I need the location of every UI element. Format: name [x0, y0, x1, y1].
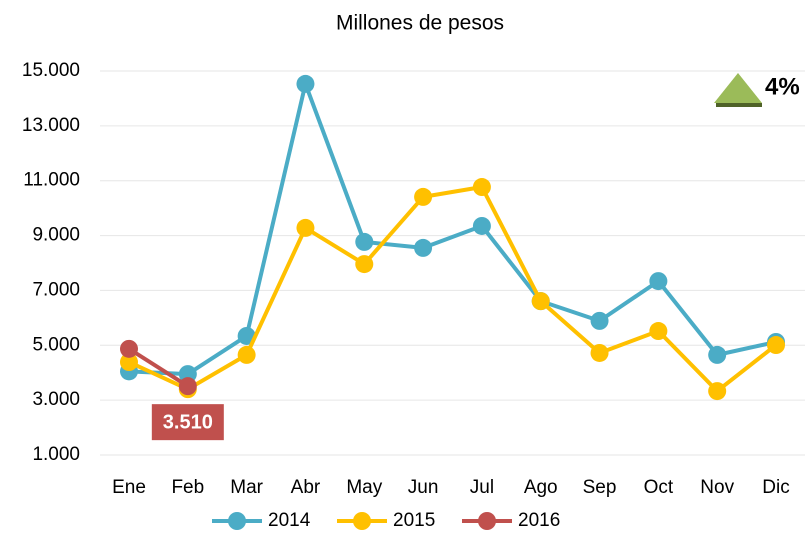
data-point	[531, 292, 550, 311]
data-point	[178, 377, 197, 396]
data-point	[296, 218, 315, 237]
data-point	[649, 322, 668, 341]
x-tick-label: Oct	[644, 477, 674, 498]
series-line	[127, 347, 189, 388]
x-tick-label: Nov	[700, 477, 734, 498]
legend-label: 2015	[393, 510, 435, 531]
data-point	[237, 345, 256, 364]
legend-marker	[353, 512, 371, 530]
x-tick-label: Abr	[291, 477, 321, 498]
data-point	[590, 343, 609, 362]
value-label-box	[151, 404, 224, 441]
x-tick-label: Feb	[171, 477, 204, 498]
data-point	[649, 272, 668, 291]
data-point	[414, 238, 433, 257]
y-tick-label: 7.000	[32, 279, 80, 300]
x-tick-label: Jun	[408, 477, 439, 498]
data-point	[120, 339, 138, 358]
y-tick-label: 13.000	[22, 115, 80, 136]
value-label: 3.510	[163, 411, 213, 433]
series-line	[128, 81, 777, 377]
y-tick-label: 3.000	[32, 389, 80, 410]
x-tick-label: May	[346, 477, 382, 498]
data-point	[120, 353, 138, 372]
x-tick-label: Mar	[230, 477, 263, 498]
data-point	[767, 336, 785, 355]
y-tick-label: 9.000	[32, 225, 80, 246]
arrow-base	[716, 103, 762, 107]
y-tick-label: 5.000	[32, 334, 80, 355]
data-point	[590, 311, 609, 330]
legend-marker	[478, 512, 496, 530]
data-point	[296, 74, 315, 93]
up-arrow-icon	[714, 73, 762, 103]
series-line	[128, 185, 778, 394]
y-tick-label: 11.000	[23, 170, 80, 191]
legend-label: 2016	[518, 510, 560, 531]
chart-title: Millones de pesos	[336, 12, 504, 35]
legend-marker	[228, 512, 246, 530]
data-point	[355, 255, 374, 274]
y-tick-label: 15.000	[22, 60, 80, 81]
x-tick-label: Jul	[470, 477, 494, 498]
x-tick-label: Ene	[112, 477, 146, 498]
data-point	[708, 382, 727, 401]
annotation: 4%	[765, 73, 800, 100]
data-point	[414, 187, 433, 206]
x-tick-label: Sep	[583, 477, 617, 498]
data-point	[708, 345, 727, 364]
data-point	[472, 216, 491, 235]
data-point	[472, 178, 491, 197]
x-tick-label: Ago	[524, 477, 558, 498]
y-tick-label: 1.000	[32, 444, 80, 465]
data-point	[355, 232, 374, 251]
legend-label: 2014	[268, 510, 311, 531]
x-tick-label: Dic	[762, 477, 789, 498]
